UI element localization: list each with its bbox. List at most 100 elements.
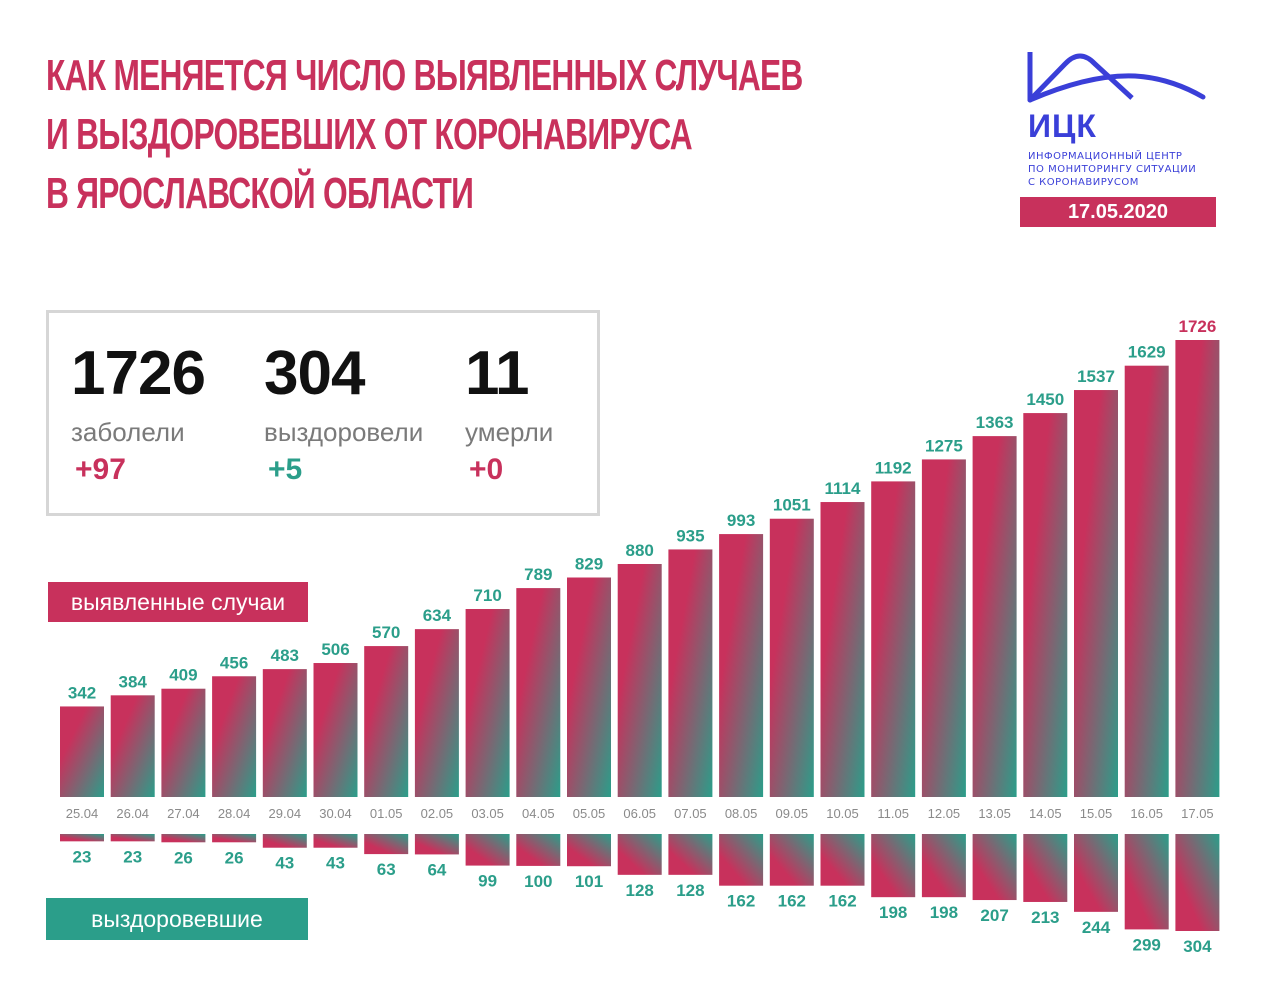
recovered-bar: [567, 834, 611, 867]
cases-bar: [110, 695, 155, 797]
date-tick-label: 29.04: [269, 806, 302, 821]
date-tick-label: 14.05: [1029, 806, 1062, 821]
recovered-value-label: 26: [225, 848, 244, 867]
cases-value-label: 935: [676, 526, 704, 545]
cases-value-label: 456: [220, 653, 248, 672]
title-line-2: И ВЫЗДОРОВЕВШИХ ОТ КОРОНАВИРУСА: [46, 110, 693, 159]
recovered-bars: 23 23 26 26 43 43 63 64 99 100 101 128 128 162 162 162 1…: [60, 834, 1220, 956]
cases-delta: +97: [75, 453, 126, 486]
cases-bar: [668, 549, 713, 797]
recovered-value-label: 304: [1183, 937, 1212, 956]
logo-subtitle-line-3: С КОРОНАВИРУСОМ: [1028, 177, 1139, 188]
recovered-bar: [1023, 834, 1068, 902]
summary-recovered: 304 выздоровели +5: [264, 341, 423, 487]
cases-value-label: 1114: [825, 479, 861, 498]
cases-bar: [871, 481, 916, 797]
cases-value-label: 1192: [875, 458, 912, 477]
summary-cases: 1726 заболели +97: [71, 339, 206, 487]
cases-bar: [719, 534, 764, 797]
date-tick-label: 25.04: [66, 806, 99, 821]
logo: ИЦК ИНФОРМАЦИОННЫЙ ЦЕНТР ПО МОНИТОРИНГУ …: [1020, 46, 1220, 188]
recovered-bar: [921, 834, 966, 898]
recovered-value-label: 128: [676, 881, 704, 900]
date-tick-label: 06.05: [623, 806, 656, 821]
date-axis: 25.04 26.04 27.04 28.04 29.04 30.04 01.05 02.05…: [66, 806, 1214, 821]
cases-value-label: 1275: [925, 436, 963, 455]
cases-value-label: 384: [119, 672, 148, 691]
date-tick-label: 15.05: [1080, 806, 1113, 821]
recovered-bar: [769, 834, 814, 886]
date-badge: 17.05.2020: [1020, 197, 1216, 227]
date-tick-label: 26.04: [116, 806, 149, 821]
cases-bar: [262, 669, 307, 797]
cases-value-label: 570: [372, 623, 400, 642]
date-tick-label: 10.05: [826, 806, 859, 821]
recovered-bar: [1074, 834, 1118, 912]
date-tick-label: 02.05: [421, 806, 454, 821]
cases-value-label: 829: [575, 555, 603, 574]
recovered-value-label: 23: [73, 847, 92, 866]
deaths-total: 11: [465, 339, 530, 408]
recovered-value-label: 213: [1031, 908, 1059, 927]
cases-value-label: 342: [68, 683, 96, 702]
cases-bar: [617, 563, 662, 797]
recovered-total: 304: [264, 339, 365, 408]
cases-bar: [313, 663, 358, 797]
cases-total: 1726: [71, 339, 206, 408]
logo-subtitle-line-1: ИНФОРМАЦИОННЫЙ ЦЕНТР: [1028, 151, 1183, 162]
cases-bar: [1074, 390, 1118, 797]
recovered-bar: [262, 834, 307, 848]
recovered-value-label: 64: [427, 860, 446, 879]
cases-bar: [972, 436, 1017, 797]
cases-bar: [212, 676, 257, 797]
cases-bar: [516, 588, 561, 797]
recovered-value-label: 43: [326, 854, 345, 873]
date-tick-label: 13.05: [978, 806, 1011, 821]
cases-value-label: 1537: [1077, 367, 1115, 386]
cases-value-label: 880: [626, 541, 654, 560]
recovered-bar: [820, 834, 865, 886]
date-tick-label: 05.05: [573, 806, 606, 821]
recovered-value-label: 99: [478, 872, 497, 891]
recovered-bar: [719, 834, 764, 886]
cases-value-label: 1450: [1026, 390, 1064, 409]
date-tick-label: 17.05: [1181, 806, 1214, 821]
date-tick-label: 01.05: [370, 806, 403, 821]
cases-bar: [1124, 365, 1169, 797]
cases-bar: [60, 706, 104, 797]
recovered-bar: [972, 834, 1017, 901]
recovered-bar: [1175, 834, 1220, 931]
recovered-bar: [1124, 834, 1169, 930]
cases-bar: [769, 518, 814, 797]
recovered-bar: [110, 834, 155, 842]
date-tick-label: 16.05: [1130, 806, 1163, 821]
cases-label: заболели: [71, 417, 185, 447]
recovered-value-label: 162: [828, 892, 856, 911]
cases-bar: [414, 629, 459, 797]
recovered-value-label: 63: [377, 860, 396, 879]
logo-subtitle: ИНФОРМАЦИОННЫЙ ЦЕНТР ПО МОНИТОРИНГУ СИТУ…: [1028, 150, 1228, 189]
deaths-delta: +0: [469, 453, 504, 486]
cases-value-label: 1629: [1128, 343, 1166, 362]
recovered-value-label: 207: [980, 906, 1008, 925]
cases-value-label: 993: [727, 511, 755, 530]
date-tick-label: 09.05: [776, 806, 809, 821]
recovered-bar: [212, 834, 257, 843]
cases-value-label: 1051: [773, 496, 811, 515]
cases-bars: 342 384 409 456 483 506 570 634 710 789 829 880 935 9…: [60, 317, 1220, 797]
logo-name: ИЦК: [1028, 108, 1097, 144]
date-tick-label: 11.05: [877, 806, 909, 821]
date-tick-label: 03.05: [471, 806, 504, 821]
date-tick-label: 08.05: [725, 806, 758, 821]
cases-value-label: 634: [423, 606, 452, 625]
recovered-bar: [516, 834, 561, 866]
recovered-value-label: 299: [1133, 935, 1161, 954]
cases-bar: [820, 502, 865, 797]
recovered-value-label: 26: [174, 848, 193, 867]
recovered-bar: [60, 834, 104, 842]
recovered-bar: [668, 834, 713, 875]
recovered-value-label: 162: [778, 892, 806, 911]
recovered-bar: [465, 834, 510, 866]
cases-value-label: 506: [321, 640, 349, 659]
recovered-value-label: 43: [275, 854, 294, 873]
